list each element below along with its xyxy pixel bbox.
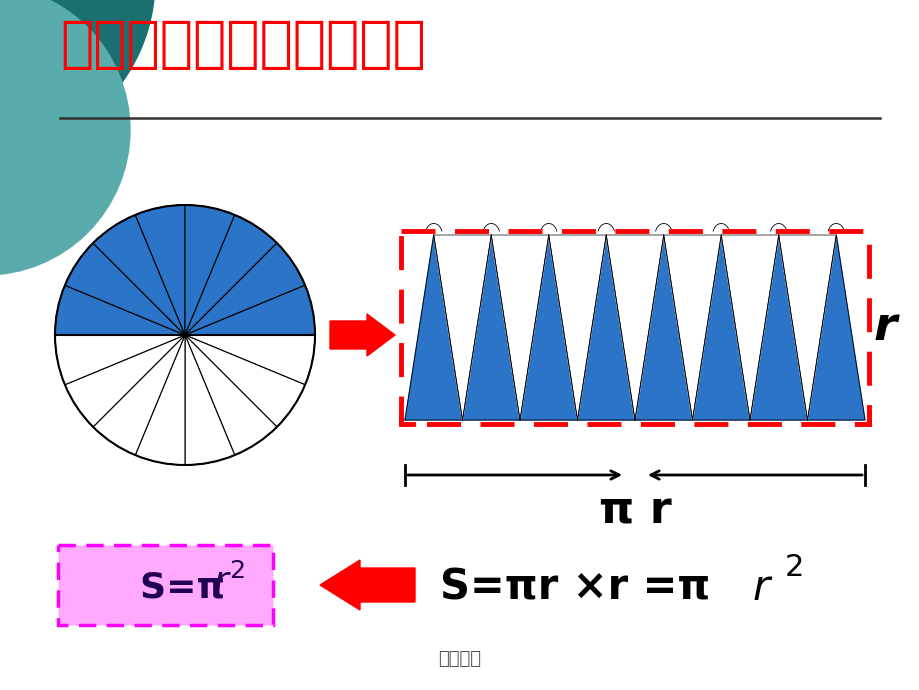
Text: 圆的面积公式推导过程：: 圆的面积公式推导过程： (60, 18, 425, 72)
Wedge shape (185, 215, 277, 335)
Polygon shape (777, 235, 835, 420)
Polygon shape (720, 235, 777, 420)
Wedge shape (65, 335, 185, 427)
Text: π r: π r (598, 490, 671, 533)
Text: 精品课件: 精品课件 (438, 650, 481, 668)
Polygon shape (807, 235, 864, 420)
Polygon shape (663, 235, 720, 420)
Polygon shape (462, 235, 519, 420)
Wedge shape (135, 205, 185, 335)
Wedge shape (135, 335, 185, 465)
Wedge shape (55, 335, 185, 385)
Text: $\mathit{r}^2$: $\mathit{r}^2$ (212, 564, 244, 600)
Polygon shape (548, 235, 606, 420)
FancyArrow shape (330, 314, 394, 356)
Text: S=πr ×r =π: S=πr ×r =π (439, 567, 709, 609)
Wedge shape (93, 335, 185, 455)
Polygon shape (606, 235, 663, 420)
Text: S=π: S=π (140, 571, 237, 605)
Polygon shape (634, 235, 692, 420)
Polygon shape (404, 235, 462, 420)
Polygon shape (433, 235, 491, 420)
Wedge shape (185, 243, 305, 335)
Wedge shape (185, 285, 314, 335)
Wedge shape (55, 285, 185, 335)
Polygon shape (577, 235, 634, 420)
Polygon shape (491, 235, 548, 420)
Text: $\mathit{r}$: $\mathit{r}$ (751, 567, 773, 609)
Bar (58, 545, 273, 625)
FancyArrow shape (320, 560, 414, 610)
Bar (404, 235, 864, 420)
Polygon shape (749, 235, 807, 420)
Polygon shape (692, 235, 749, 420)
Polygon shape (519, 235, 577, 420)
Wedge shape (65, 243, 185, 335)
Wedge shape (185, 335, 234, 465)
Wedge shape (185, 335, 277, 455)
Circle shape (0, 0, 154, 155)
Text: r: r (873, 305, 896, 350)
Wedge shape (185, 335, 314, 385)
Wedge shape (93, 215, 185, 335)
Text: 2: 2 (784, 553, 803, 582)
Wedge shape (185, 335, 305, 427)
Circle shape (0, 0, 130, 275)
Wedge shape (185, 205, 234, 335)
Bar (401, 231, 868, 424)
